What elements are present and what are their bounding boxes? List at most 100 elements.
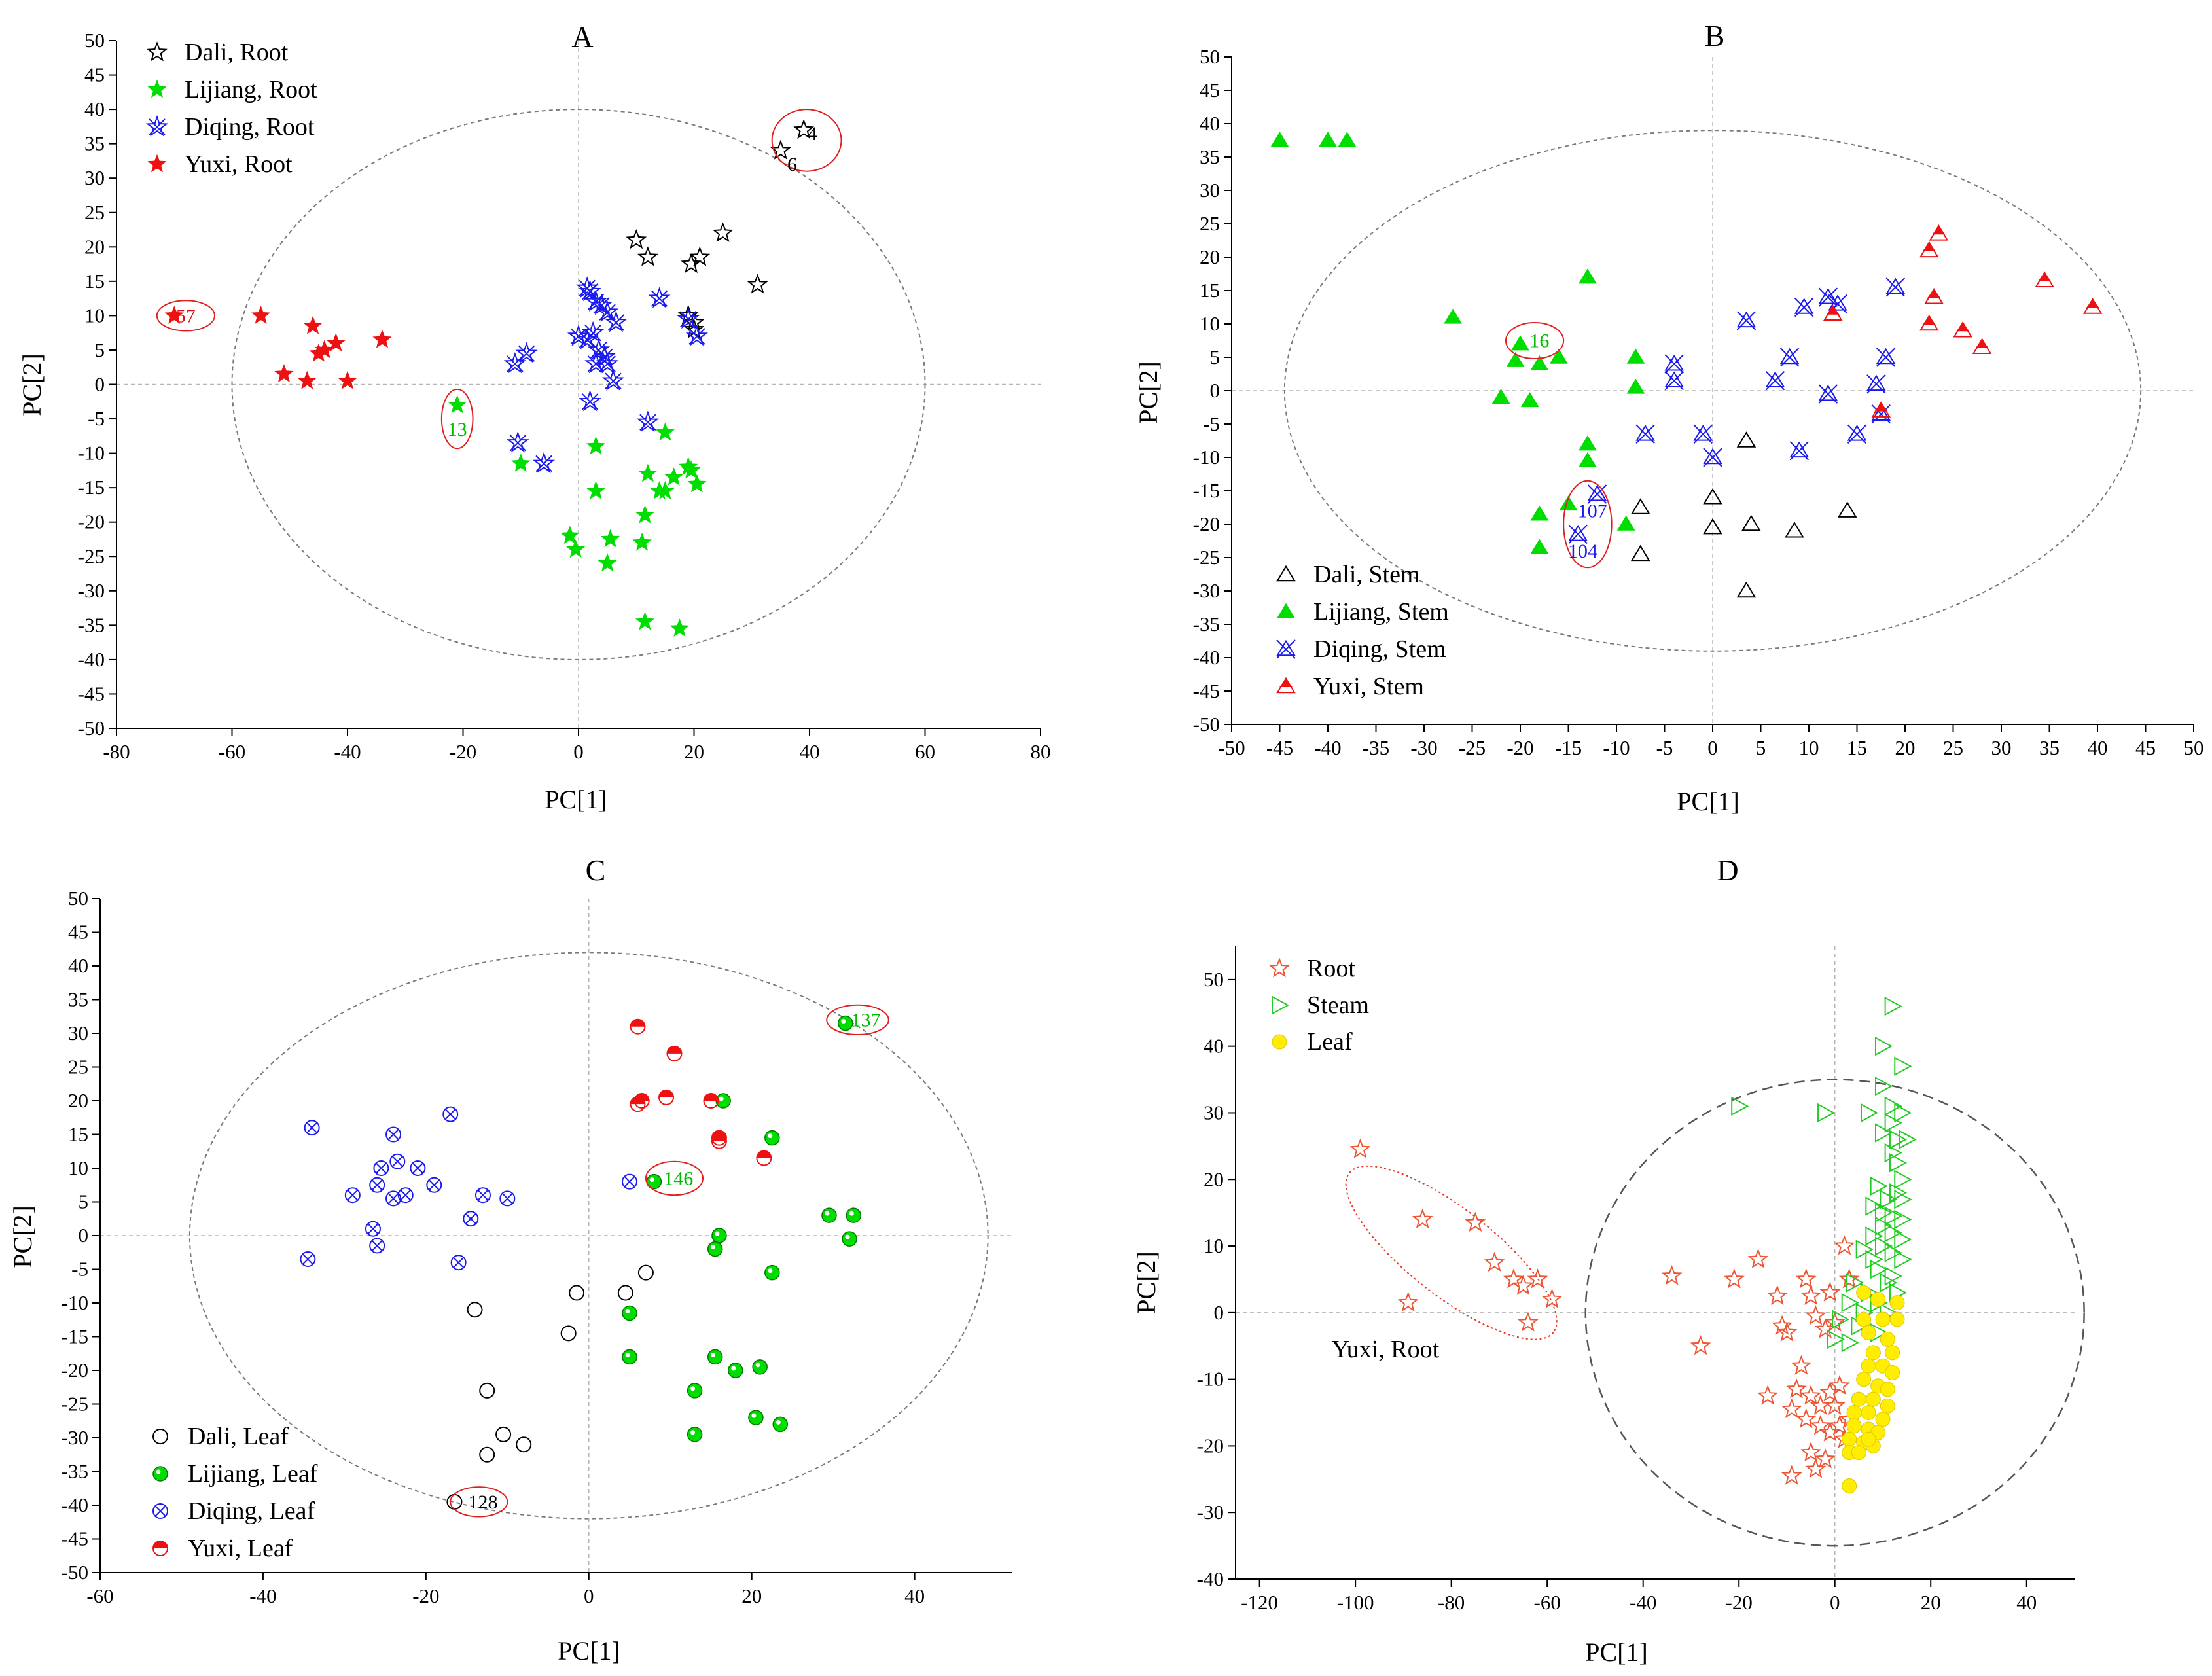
data-point <box>579 389 601 412</box>
x-tick-label: -80 <box>1438 1591 1465 1614</box>
data-point <box>1412 1208 1433 1228</box>
data-point <box>1884 1243 1902 1262</box>
data-point <box>1829 1415 1851 1435</box>
y-tick-label: 30 <box>84 166 105 189</box>
data-point <box>1579 435 1597 451</box>
data-point <box>1865 1345 1881 1361</box>
x-tick-label: -10 <box>1603 736 1630 759</box>
data-point <box>1795 1268 1817 1289</box>
data-point <box>617 1285 633 1301</box>
data-point <box>1818 287 1838 307</box>
data-point <box>1861 1358 1876 1374</box>
data-point <box>1805 1458 1827 1478</box>
legend-marker <box>152 1466 168 1482</box>
data-point <box>1880 1273 1898 1293</box>
y-tick-label: -40 <box>78 648 105 671</box>
data-point <box>1819 1281 1841 1302</box>
y-tick-label: -5 <box>1203 412 1220 435</box>
y-tick-label: -5 <box>88 407 105 430</box>
panel-c-chart: C-60 -40 -20 0 20 40-50-45-40-35-30-25-20-15-… <box>8 853 1012 1666</box>
data-point <box>1800 1441 1822 1462</box>
data-point <box>532 452 556 473</box>
data-point <box>1319 132 1337 147</box>
series-dali-stem <box>1630 431 1857 598</box>
data-point <box>752 1359 768 1375</box>
legend: Root Steam Leaf <box>1269 955 1369 1056</box>
data-point <box>1829 1375 1851 1395</box>
data-point <box>1736 581 1757 598</box>
data-point <box>1841 1293 1859 1313</box>
data-point <box>1856 1372 1872 1387</box>
data-point <box>601 369 625 391</box>
series-steam <box>1731 996 1917 1353</box>
data-point <box>1846 1418 1862 1434</box>
data-point <box>385 1126 402 1143</box>
y-axis-label: PC[2] <box>17 353 46 416</box>
y-tick-label: 20 <box>68 1089 88 1112</box>
series-dali-root <box>626 118 815 338</box>
data-point <box>274 364 294 383</box>
data-point <box>2082 298 2103 314</box>
y-tick-label: 15 <box>1200 279 1220 302</box>
x-tick-label: 10 <box>1799 736 1819 759</box>
data-point <box>622 1349 637 1365</box>
y-tick-label: 30 <box>1204 1101 1224 1124</box>
data-point <box>581 321 605 343</box>
data-point <box>632 532 652 551</box>
series-lijiang-root <box>448 395 707 637</box>
data-point <box>1805 1305 1827 1325</box>
data-point <box>1810 1415 1831 1435</box>
legend-marker <box>1276 639 1296 659</box>
panel-d-chart: D-120 -100 -80 -60 -40 -20 0 20 40-40-30-20-1001… <box>1132 853 2085 1667</box>
y-tick-label: -10 <box>62 1291 88 1314</box>
data-point <box>1818 384 1838 404</box>
sample-label: 6 <box>787 154 797 175</box>
legend: Dali, Leaf Lijiang, Leaf Diqing, Leaf Yuxi,… <box>152 1423 318 1562</box>
legend-label: Lijiang, Leaf <box>188 1460 318 1488</box>
data-point <box>1884 1143 1902 1163</box>
legend-label: Dali, Root <box>185 39 289 66</box>
y-tick-label: 50 <box>1204 968 1224 991</box>
data-point <box>1894 1169 1912 1189</box>
data-point <box>450 1255 467 1271</box>
y-tick-label: -40 <box>1193 646 1220 669</box>
data-point <box>664 467 684 486</box>
legend-label: Steam <box>1307 991 1369 1019</box>
data-point <box>635 611 655 630</box>
y-tick-label: -35 <box>78 613 105 636</box>
data-point <box>728 1363 743 1378</box>
legend-marker <box>1272 1034 1287 1050</box>
data-point <box>681 253 702 274</box>
y-tick-label: 5 <box>79 1190 89 1213</box>
panel-a-chart: A-80 -60 -40 -20 0 20 40 60 80-50-45-40-35-30-25… <box>17 20 1051 814</box>
x-tick-label: 20 <box>1895 736 1916 759</box>
sample-label: 13 <box>448 419 467 440</box>
data-point <box>410 1160 426 1176</box>
data-point <box>1838 1268 1860 1289</box>
data-point <box>344 1187 361 1204</box>
data-point <box>1579 452 1597 467</box>
data-point <box>635 505 655 524</box>
data-point <box>596 351 619 374</box>
sample-label: 4 <box>808 123 817 145</box>
series-dali-leaf <box>446 1264 654 1510</box>
data-point <box>303 315 323 334</box>
x-tick-label: 40 <box>2088 736 2108 759</box>
data-point <box>648 287 671 308</box>
hotelling-ellipse <box>1584 1079 2085 1547</box>
data-point <box>1972 338 1992 354</box>
data-point <box>1703 448 1722 467</box>
series-yuxi-stem <box>1823 224 2103 418</box>
data-point <box>373 1160 389 1176</box>
data-point <box>1889 1311 1905 1327</box>
data-point <box>503 351 527 374</box>
data-point <box>622 1305 637 1321</box>
data-point <box>681 460 701 479</box>
data-point <box>600 529 620 548</box>
data-point <box>687 1427 703 1442</box>
data-point <box>1953 321 1972 338</box>
data-point <box>637 246 658 266</box>
series-leaf <box>1842 1285 1905 1493</box>
data-point <box>1894 1209 1912 1230</box>
data-point <box>1703 488 1722 505</box>
